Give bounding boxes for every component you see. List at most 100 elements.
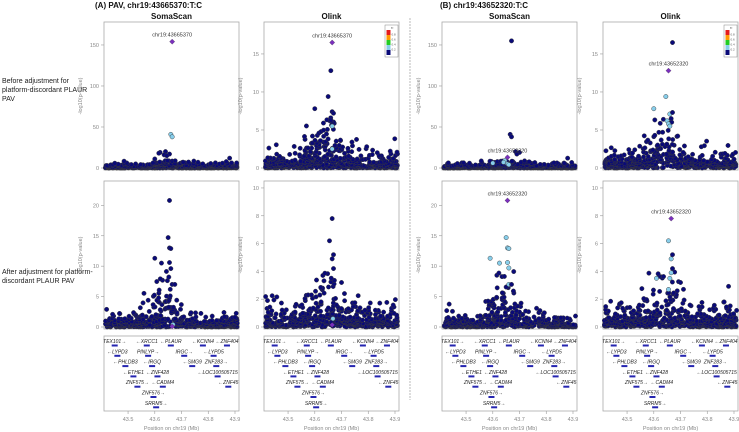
snp-point — [509, 38, 514, 44]
snp-point — [661, 165, 666, 170]
r2-legend-title: r² — [730, 26, 733, 30]
gene-label: ←LOC100505715 — [197, 370, 238, 376]
snp-point — [645, 308, 651, 314]
snp-point — [704, 138, 710, 144]
snp-point — [467, 160, 472, 166]
y-axis-label: -log10(p-value) — [238, 77, 244, 114]
snp-point — [660, 129, 666, 135]
snp-point — [329, 146, 335, 152]
snp-point — [156, 150, 162, 156]
r2-legend-swatch — [725, 30, 730, 35]
y-tick-label: 5 — [96, 295, 99, 301]
snp-point — [612, 148, 618, 154]
snp-point — [505, 260, 510, 265]
snp-point — [722, 150, 728, 156]
snp-point — [195, 159, 201, 165]
snp-point — [699, 300, 705, 305]
snp-point — [641, 296, 647, 302]
snp-point — [664, 307, 670, 313]
x-axis-label: Position on chr19 (Mb) — [144, 426, 199, 432]
r2-legend-label: 0.2 — [392, 48, 397, 52]
y-tick-label: 15 — [431, 234, 437, 240]
gene-label: ←KCNN4 — [691, 339, 713, 345]
snp-point — [374, 150, 380, 156]
snp-point — [336, 312, 342, 318]
gene-label: ZNF576→ — [640, 391, 664, 397]
snp-point — [138, 162, 144, 168]
gene-exon-marker — [722, 344, 729, 347]
y-axis-label: -log10(p-value) — [238, 236, 244, 273]
y-tick-label: 6 — [595, 242, 598, 248]
column-title-a-olink: Olink — [321, 12, 342, 21]
y-tick-label: 0 — [256, 166, 259, 172]
r2-legend-swatch — [725, 45, 730, 50]
lead-variant-point — [169, 323, 175, 330]
y-tick-label: 10 — [592, 186, 598, 192]
gene-exon-marker — [497, 385, 504, 388]
lead-variant-label: chr19:43652320 — [649, 62, 689, 68]
gene-label: ←LYPD5 — [702, 349, 723, 355]
gene-exon-marker — [563, 385, 570, 388]
snp-point — [701, 143, 707, 149]
snp-point — [331, 266, 336, 272]
snp-point — [116, 316, 122, 322]
snp-point — [618, 300, 624, 306]
snp-point — [345, 145, 351, 151]
snp-point — [157, 159, 163, 165]
snp-point — [733, 150, 738, 155]
snp-point — [172, 281, 178, 287]
snp-point — [369, 152, 375, 157]
snp-point — [354, 136, 359, 142]
snp-point — [291, 144, 297, 149]
snp-point — [297, 152, 302, 158]
snp-point — [512, 301, 518, 307]
snp-point — [651, 287, 656, 293]
snp-point — [726, 283, 731, 289]
snp-point — [347, 314, 353, 320]
snp-point — [302, 134, 307, 139]
snp-point — [496, 270, 502, 276]
snp-point — [646, 270, 652, 276]
snp-point — [310, 133, 315, 139]
snp-point — [331, 110, 336, 116]
snp-point — [552, 315, 557, 320]
gene-label: ←ZNF45 — [717, 380, 738, 386]
snp-point — [511, 269, 517, 274]
gene-label: ←PLAUR — [498, 339, 520, 345]
snp-point — [269, 293, 275, 299]
figure-title-a: (A) PAV, chr19:43665370:T:C — [95, 1, 203, 10]
snp-point — [222, 314, 227, 320]
snp-point — [329, 123, 335, 129]
snp-point — [678, 280, 683, 285]
snp-point — [446, 301, 452, 307]
snp-point — [445, 160, 451, 166]
gene-exon-marker — [349, 365, 356, 368]
snp-point — [478, 158, 484, 164]
snp-point — [279, 307, 285, 313]
snp-point — [381, 309, 387, 315]
y-axis-label: -log10(p-value) — [78, 236, 84, 273]
gene-exon-marker — [373, 365, 380, 368]
snp-point — [112, 160, 118, 166]
snp-point — [328, 68, 334, 74]
snp-point — [324, 131, 329, 137]
gene-label: ←ZNF428 — [306, 370, 329, 376]
snp-point — [122, 316, 128, 322]
snp-point — [168, 266, 174, 272]
snp-point — [506, 246, 512, 251]
snp-point — [611, 152, 617, 158]
gene-label: ZNF576→ — [141, 391, 165, 397]
snp-point — [297, 145, 303, 151]
snp-point — [345, 306, 351, 312]
snp-point — [681, 297, 687, 303]
snp-point — [668, 270, 674, 276]
snp-point — [652, 117, 658, 123]
snp-point — [712, 149, 718, 155]
y-tick-label: 10 — [253, 186, 259, 192]
x-tick-label: 43.8 — [541, 417, 552, 423]
gene-exon-marker — [370, 354, 377, 357]
y-axis-label: -log10(p-value) — [78, 77, 84, 114]
snp-point — [716, 312, 722, 318]
y-tick-label: 2 — [256, 297, 259, 303]
snp-point — [140, 300, 146, 306]
